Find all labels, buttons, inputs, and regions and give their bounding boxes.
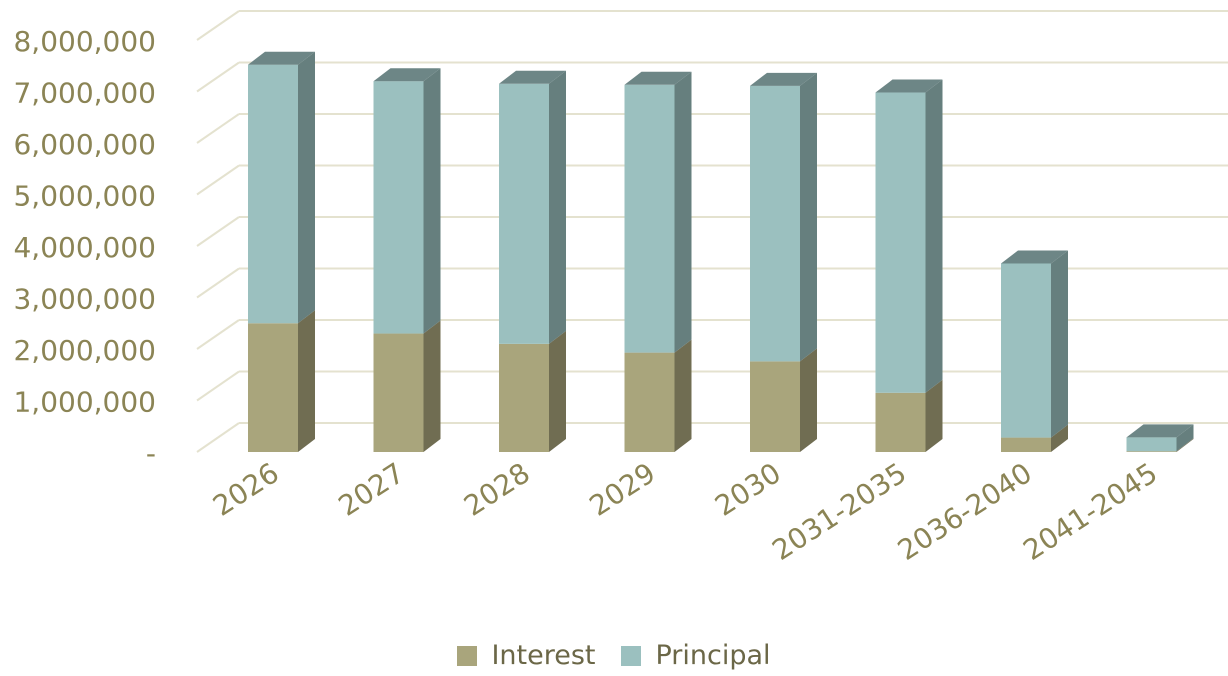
bar-top-principal	[499, 70, 566, 84]
bar-top-principal	[373, 68, 441, 82]
bar-top-principal	[1126, 424, 1194, 438]
bar-top-principal	[624, 71, 692, 85]
bar-side-principal	[925, 79, 943, 393]
y-tick-label: 3,000,000	[13, 283, 156, 316]
bar-interest	[1126, 451, 1177, 452]
y-tick-label: 4,000,000	[13, 231, 156, 264]
bar-side-interest	[925, 379, 943, 452]
y-tick-label: -	[146, 437, 156, 470]
y-tick-label: 6,000,000	[13, 128, 156, 161]
y-tick-label: 2,000,000	[13, 334, 156, 367]
x-tick-label: 2029	[584, 456, 662, 522]
gridline-depth	[196, 164, 240, 196]
gridline-depth	[196, 113, 240, 144]
legend-item-interest: Interest	[457, 640, 595, 671]
bar-interest	[624, 352, 675, 452]
x-tick-label: 2028	[458, 456, 536, 522]
bar-side-interest	[1051, 424, 1068, 452]
bar-interest	[248, 323, 298, 452]
y-tick-label: 5,000,000	[13, 180, 156, 213]
x-tick-label: 2041-2045	[1017, 456, 1163, 567]
bar-side-principal	[1176, 424, 1194, 452]
bar-side-interest	[674, 339, 692, 452]
bar-side-principal	[1051, 250, 1068, 438]
gridline-depth	[196, 61, 240, 93]
gridline-depth	[196, 267, 240, 299]
bar-principal	[499, 83, 549, 344]
gridline-depth	[196, 370, 240, 402]
bar-side-interest	[1176, 438, 1194, 452]
bar-interest	[373, 333, 424, 452]
gridline-depth	[196, 422, 240, 453]
bar-side-principal	[298, 51, 315, 324]
y-tick-label: 1,000,000	[13, 386, 156, 419]
x-tick-label: 2027	[333, 456, 411, 522]
bar-principal	[750, 85, 800, 362]
bar-side-interest	[423, 320, 441, 452]
bar-top-principal	[248, 51, 315, 65]
legend-item-principal: Principal	[621, 640, 771, 671]
x-tick-label: 2030	[709, 456, 787, 522]
bar-side-principal	[674, 71, 692, 353]
bar-principal	[248, 64, 298, 324]
bar-top-principal	[750, 72, 817, 86]
y-tick-label: 7,000,000	[13, 77, 156, 110]
bar-side-principal	[423, 68, 441, 334]
bar-side-interest	[298, 310, 315, 452]
gridline-depth	[196, 216, 240, 247]
bar-top-principal	[1001, 250, 1068, 264]
bar-principal	[1126, 437, 1177, 452]
y-tick-label: 8,000,000	[13, 25, 156, 58]
legend-swatch-principal	[621, 645, 642, 666]
bar-principal	[1001, 263, 1051, 438]
bar-principal	[624, 84, 675, 353]
legend: Interest Principal	[0, 640, 1228, 671]
x-tick-label: 2031-2035	[766, 456, 912, 567]
x-tick-label: 2026	[207, 456, 285, 522]
bar-interest	[875, 392, 926, 452]
bar-side-principal	[549, 70, 566, 344]
bar-interest	[499, 343, 549, 452]
legend-label-interest: Interest	[491, 640, 596, 671]
bar-top-principal	[875, 79, 943, 93]
gridline-depth	[196, 10, 240, 41]
bar-interest	[1001, 437, 1051, 452]
bar-interest	[750, 361, 800, 452]
bar-side-interest	[549, 330, 566, 452]
x-tick-label: 2036-2040	[892, 456, 1038, 567]
bar-side-interest	[800, 348, 817, 452]
legend-swatch-interest	[457, 645, 478, 666]
bar-principal	[875, 92, 926, 393]
legend-label-principal: Principal	[655, 640, 771, 671]
bar-side-principal	[800, 72, 817, 362]
gridline-depth	[196, 319, 240, 350]
bar-principal	[373, 81, 424, 334]
